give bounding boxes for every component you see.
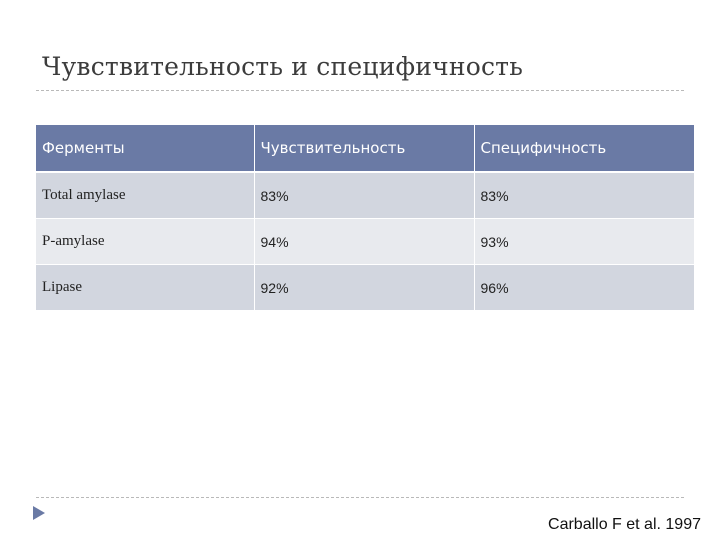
table-row: P-amylase 94% 93% <box>36 218 695 265</box>
specificity-value: 83% <box>474 172 695 219</box>
enzyme-name: Total amylase <box>36 172 255 219</box>
enzyme-name: P-amylase <box>36 218 255 265</box>
table-header-row: Ферменты Чувствительность Специфичность <box>36 125 695 173</box>
header-specificity: Специфичность <box>474 125 695 173</box>
enzyme-name: Lipase <box>36 264 255 311</box>
specificity-value: 93% <box>474 218 695 265</box>
slide-title: Чувствительность и специфичность <box>42 52 524 81</box>
title-divider <box>36 90 684 91</box>
sensitivity-value: 94% <box>254 218 475 265</box>
table-row: Lipase 92% 96% <box>36 264 695 311</box>
sensitivity-value: 92% <box>254 264 475 311</box>
citation: Carballo F et al. 1997 <box>548 516 701 533</box>
triangle-right-icon <box>33 506 45 520</box>
header-enzymes: Ферменты <box>36 125 255 173</box>
header-sensitivity: Чувствительность <box>254 125 475 173</box>
footer-divider <box>36 497 684 498</box>
sensitivity-value: 83% <box>254 172 475 219</box>
table-row: Total amylase 83% 83% <box>36 172 695 219</box>
specificity-value: 96% <box>474 264 695 311</box>
enzyme-table: Ферменты Чувствительность Специфичность … <box>36 125 695 311</box>
